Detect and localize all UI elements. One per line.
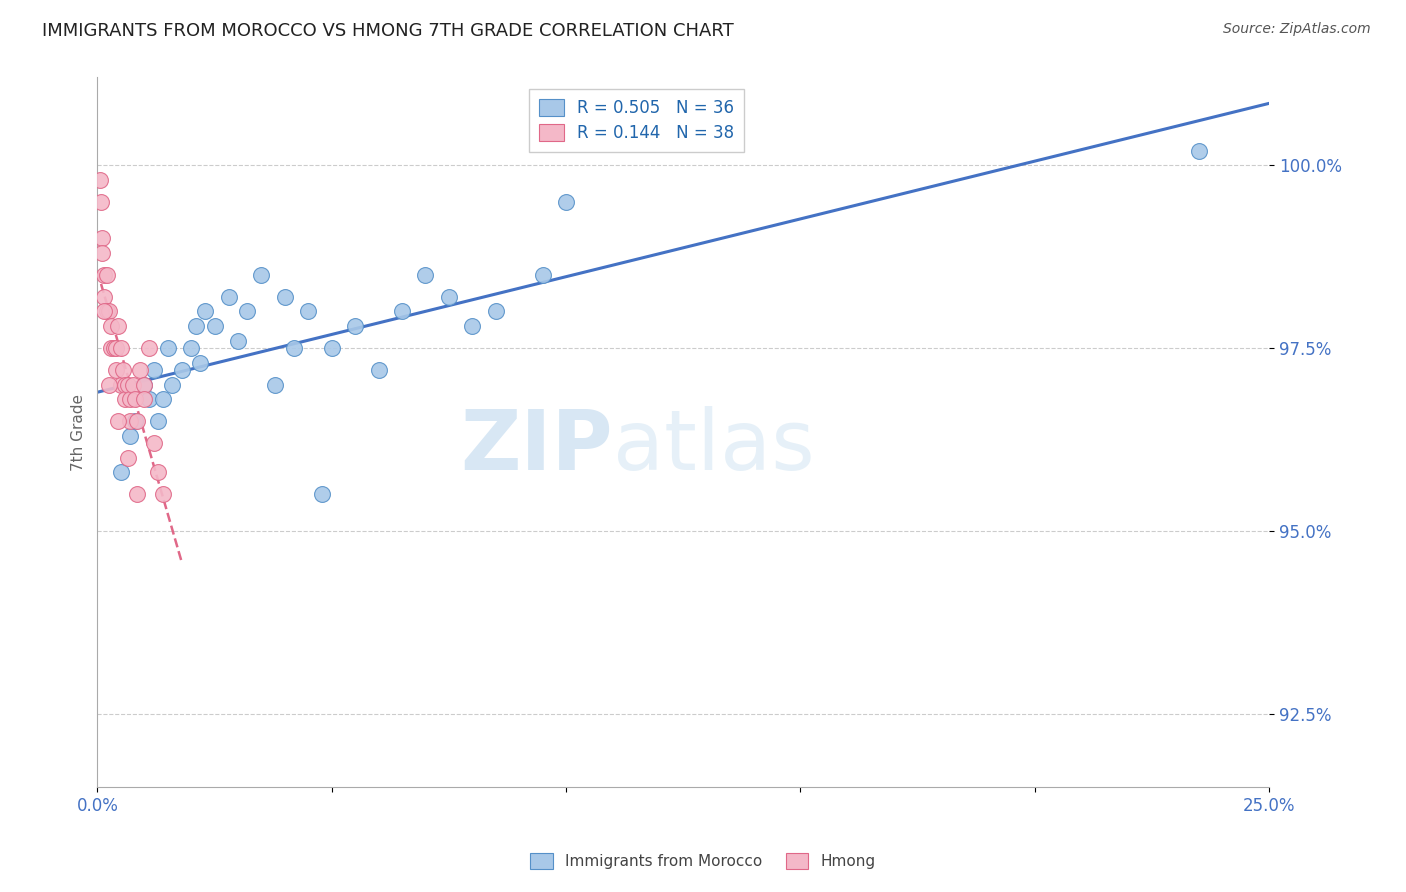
Y-axis label: 7th Grade: 7th Grade [72,393,86,471]
Point [107,319,129,334]
Point [120,429,142,443]
Point [98,377,121,392]
Point [148,414,170,428]
Point [110,466,132,480]
Point [391,304,413,318]
Point [184,319,207,334]
Point [89,173,111,187]
Point [152,392,174,407]
Point [103,341,125,355]
Point [117,450,139,465]
Point [110,341,132,355]
Point [127,414,149,428]
Point [162,377,184,392]
Text: ZIP: ZIP [460,406,613,487]
Point [415,268,437,282]
Legend: Immigrants from Morocco, Hmong: Immigrants from Morocco, Hmong [524,847,882,875]
Point [91,231,114,245]
Point [110,377,132,392]
Point [264,377,287,392]
Point [555,194,578,209]
Point [236,304,259,318]
Text: atlas: atlas [613,406,814,487]
Point [124,414,146,428]
Point [204,319,226,334]
Point [194,304,217,318]
Point [170,363,193,377]
Point [461,319,484,334]
Point [91,246,114,260]
Point [134,392,156,407]
Point [128,363,150,377]
Point [142,436,165,450]
Point [124,392,146,407]
Point [437,290,460,304]
Point [344,319,367,334]
Point [134,377,156,392]
Point [127,487,149,501]
Point [218,290,240,304]
Point [156,341,179,355]
Point [98,304,121,318]
Point [107,414,129,428]
Point [485,304,508,318]
Point [112,363,135,377]
Point [367,363,389,377]
Point [120,414,142,428]
Legend: R = 0.505   N = 36, R = 0.144   N = 38: R = 0.505 N = 36, R = 0.144 N = 38 [529,89,744,153]
Point [138,341,160,355]
Point [117,377,139,392]
Point [152,487,174,501]
Point [142,363,165,377]
Point [96,304,118,318]
Point [226,334,249,348]
Point [180,341,202,355]
Point [121,377,143,392]
Point [120,392,142,407]
Point [93,268,115,282]
Point [190,356,212,370]
Text: IMMIGRANTS FROM MOROCCO VS HMONG 7TH GRADE CORRELATION CHART: IMMIGRANTS FROM MOROCCO VS HMONG 7TH GRA… [42,22,734,40]
Point [93,290,115,304]
Point [148,466,170,480]
Point [100,341,122,355]
Point [138,392,160,407]
Point [274,290,297,304]
Point [105,341,128,355]
Point [1188,144,1211,158]
Point [283,341,305,355]
Point [134,377,156,392]
Point [114,377,136,392]
Point [321,341,343,355]
Point [114,392,136,407]
Point [90,194,112,209]
Point [105,363,128,377]
Point [250,268,273,282]
Point [100,319,122,334]
Text: Source: ZipAtlas.com: Source: ZipAtlas.com [1223,22,1371,37]
Point [93,304,115,318]
Point [531,268,554,282]
Point [311,487,333,501]
Point [297,304,319,318]
Point [96,268,118,282]
